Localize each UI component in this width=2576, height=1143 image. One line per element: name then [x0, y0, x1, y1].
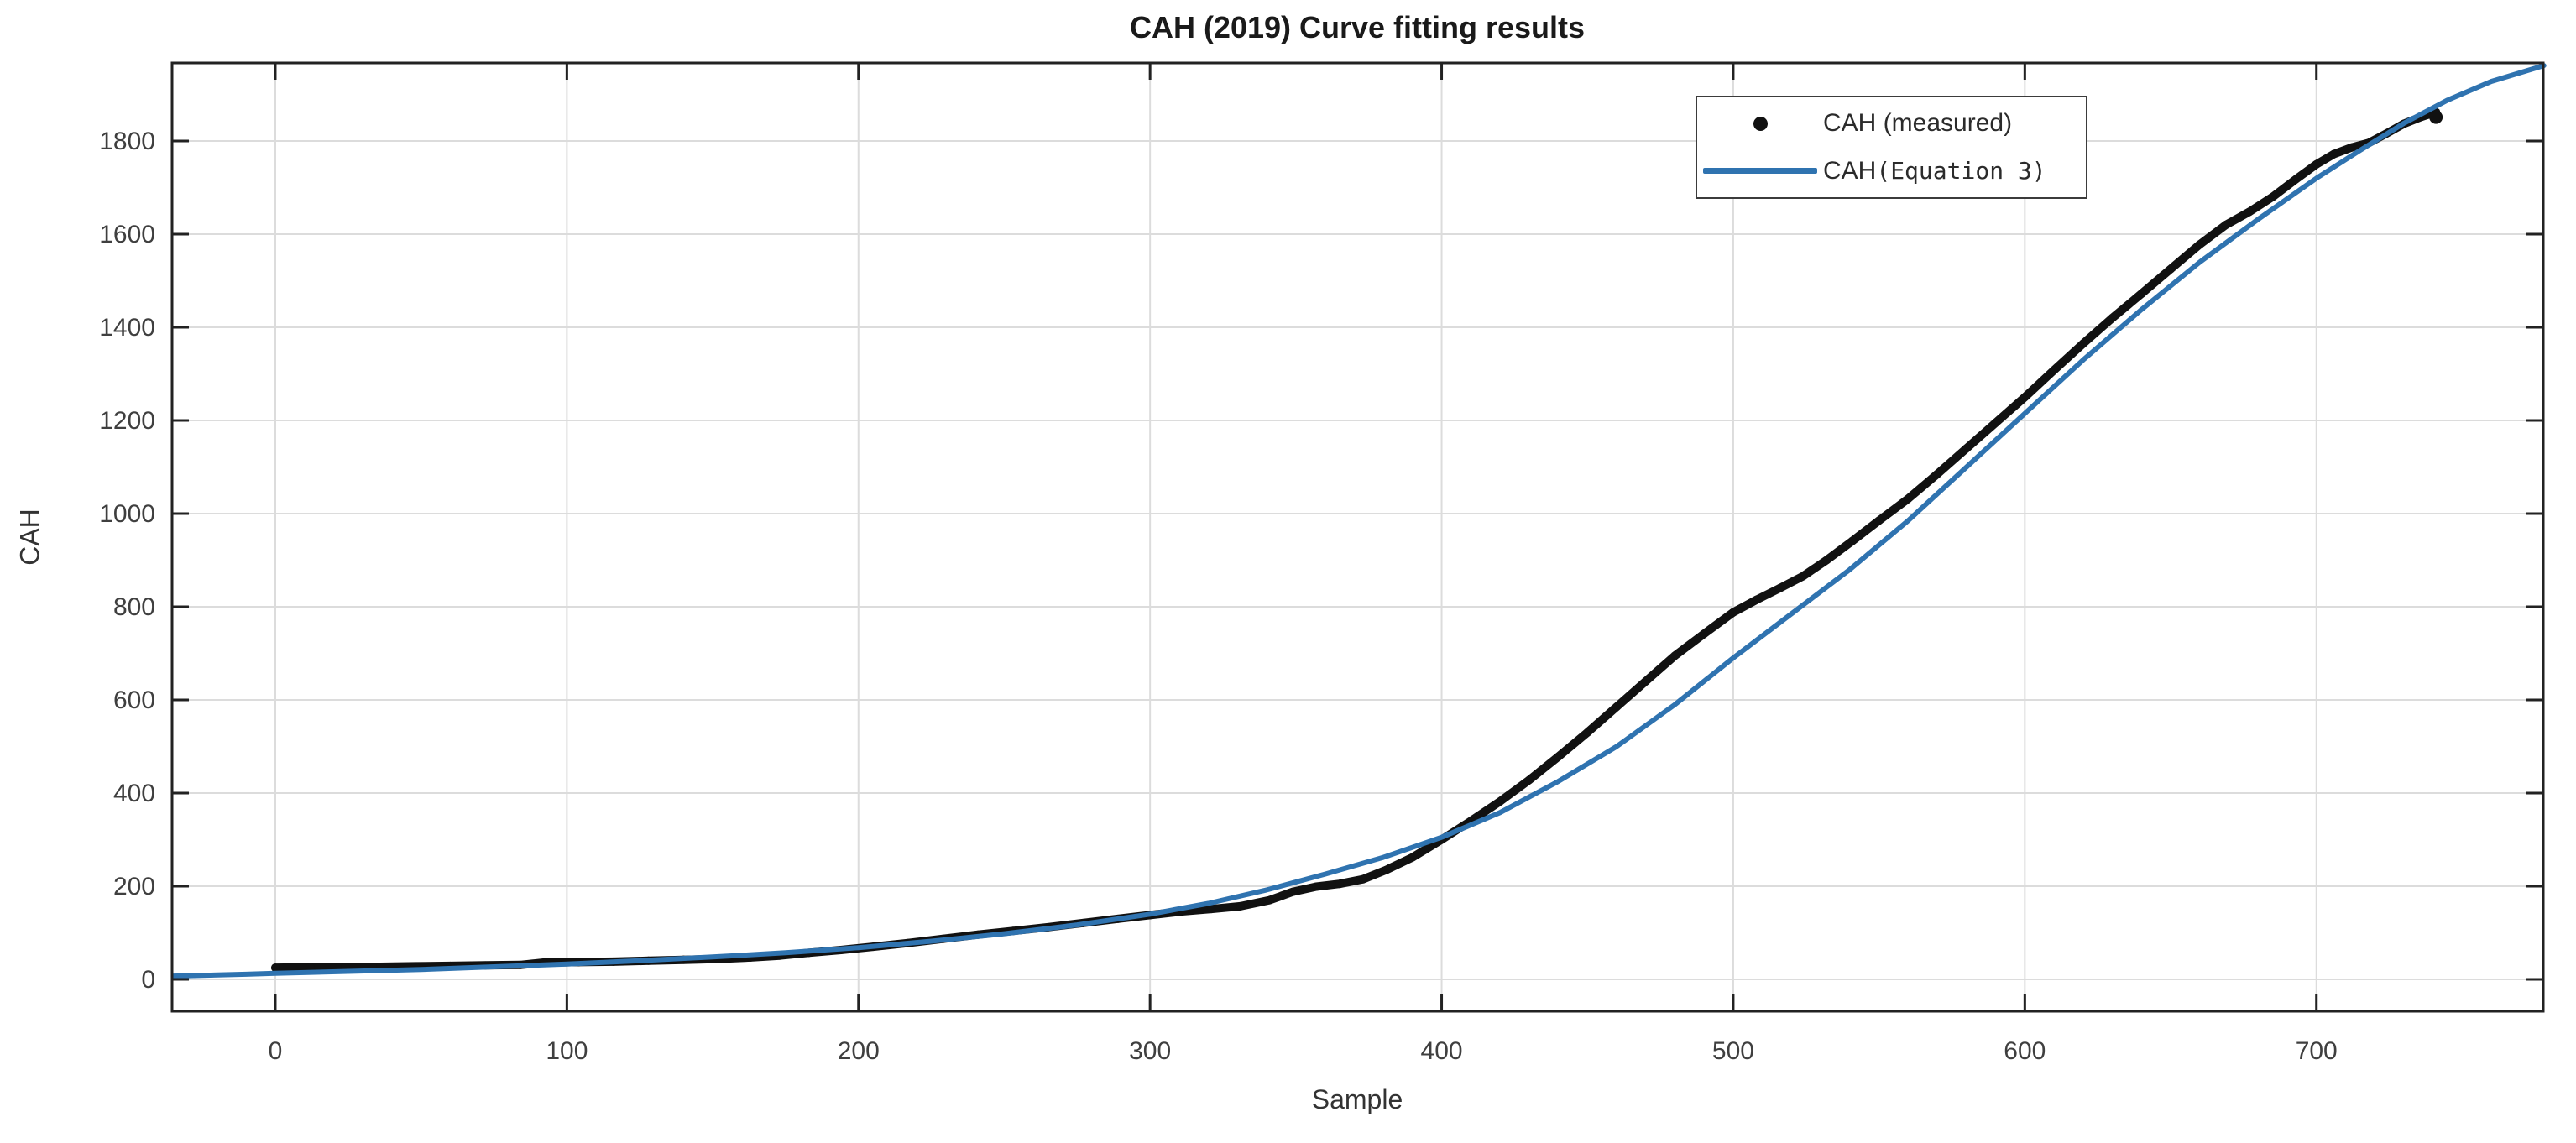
y-tick-label: 1200 — [99, 407, 155, 435]
measured-point — [1670, 651, 1680, 660]
measured-point — [1265, 895, 1274, 905]
measured-point — [1728, 608, 1737, 617]
legend-box: CAH (measured) CAH (Equation 3) — [1696, 96, 2087, 199]
plot-border — [170, 61, 2545, 1013]
legend-marker-cell — [1697, 116, 1823, 131]
legend-marker-cell — [1697, 168, 1823, 175]
measured-point — [2020, 393, 2030, 402]
measured-point — [2222, 220, 2231, 229]
measured-point — [2347, 143, 2356, 152]
y-tick-label: 1000 — [99, 500, 155, 528]
measured-point — [2137, 290, 2146, 299]
measured-point — [1933, 469, 1942, 478]
x-tick-label: 0 — [269, 1037, 283, 1065]
measured-point — [2195, 240, 2204, 249]
y-tick-label: 1800 — [99, 128, 155, 155]
x-tick-label: 300 — [1129, 1037, 1171, 1065]
x-tick-label: 200 — [838, 1037, 880, 1065]
measured-point — [1335, 879, 1344, 889]
x-axis-label: Sample — [1311, 1084, 1403, 1114]
measured-point — [1848, 536, 1858, 545]
legend-entry-fit: CAH (Equation 3) — [1697, 150, 2086, 192]
measured-point — [1207, 905, 1216, 914]
measured-point — [1752, 595, 1761, 604]
measured-point — [306, 963, 315, 972]
dot-marker-icon — [1753, 116, 1768, 131]
y-tick-label: 600 — [113, 686, 155, 714]
measured-point — [270, 963, 280, 973]
measured-point — [2268, 192, 2277, 201]
fitted-series — [170, 63, 2547, 979]
x-tick-label: 600 — [2004, 1037, 2046, 1065]
measured-point — [1382, 865, 1391, 874]
measured-point — [1612, 702, 1621, 712]
measured-point — [2166, 264, 2176, 274]
y-tick-label: 400 — [113, 780, 155, 807]
legend-label: CAH — [1823, 156, 1877, 185]
x-tick-label: 700 — [2296, 1037, 2338, 1065]
x-tick-label: 400 — [1421, 1037, 1463, 1065]
measured-point — [1408, 853, 1417, 862]
y-axis-label: CAH — [14, 509, 45, 566]
x-tick-label: 500 — [1712, 1037, 1754, 1065]
measured-point — [1496, 796, 1505, 806]
measured-point — [1641, 676, 1650, 686]
measured-point — [1288, 887, 1298, 896]
measured-point — [1700, 629, 1709, 639]
measured-point — [2329, 149, 2338, 159]
measured-point — [1799, 572, 1808, 581]
measured-point — [1358, 874, 1367, 884]
y-tick-label: 0 — [141, 966, 155, 994]
legend-label: CAH (measured) — [1823, 109, 2013, 138]
measured-point — [1775, 583, 1784, 592]
measured-point — [2291, 175, 2301, 184]
measured-point — [1822, 556, 1831, 565]
measured-end-dot — [2429, 110, 2443, 124]
measured-point — [1236, 901, 1245, 911]
measured-point — [2050, 366, 2059, 375]
measured-point — [2312, 159, 2321, 169]
measured-point — [1904, 494, 1913, 504]
legend-entry-measured: CAH (measured) — [1697, 102, 2086, 144]
x-tick-label: 100 — [546, 1037, 588, 1065]
measured-point — [2108, 313, 2117, 322]
measured-point — [1962, 444, 1971, 453]
measured-point — [1991, 418, 2000, 427]
measured-point — [1524, 775, 1534, 785]
y-tick-label: 800 — [113, 593, 155, 621]
measured-point — [2244, 207, 2254, 217]
line-marker-icon — [1703, 168, 1817, 175]
y-tick-label: 200 — [113, 873, 155, 900]
measured-point — [1312, 882, 1321, 891]
measured-point — [1874, 516, 1884, 525]
y-tick-label: 1600 — [99, 221, 155, 248]
legend-label-suffix: (Equation 3) — [1876, 157, 2046, 185]
measured-point — [1583, 728, 1592, 737]
y-tick-label: 1400 — [99, 314, 155, 342]
measured-point — [2078, 339, 2087, 348]
plot-area — [172, 63, 2543, 1011]
measured-point — [1554, 752, 1563, 761]
chart-title: CAH (2019) Curve fitting results — [1129, 10, 1586, 44]
